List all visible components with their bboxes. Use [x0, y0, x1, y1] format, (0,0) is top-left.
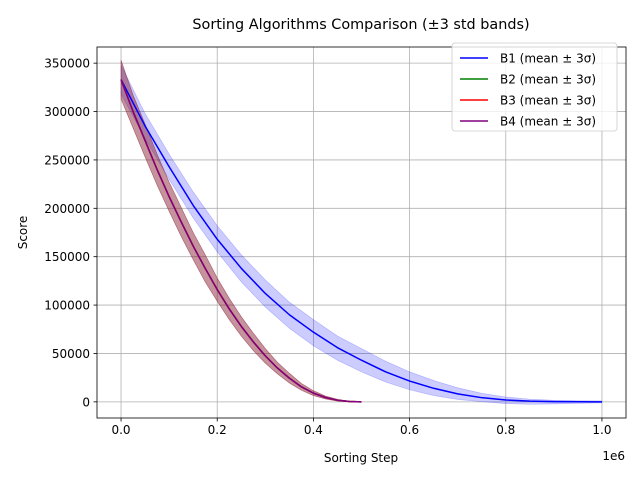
x-axis-label: Sorting Step — [324, 451, 398, 465]
x-axis-ticks: 0.0 0.2 0.4 0.6 0.8 1.0 — [111, 418, 612, 437]
x-axis-offset-label: 1e6 — [602, 449, 625, 463]
y-tick-label: 350000 — [44, 57, 90, 71]
chart-title: Sorting Algorithms Comparison (±3 std ba… — [192, 17, 529, 33]
x-tick-label: 0.0 — [111, 423, 130, 437]
y-tick-label: 50000 — [52, 347, 90, 361]
line-series-1 — [120, 79, 602, 403]
legend-label-series-1: B1 (mean ± 3σ) — [500, 52, 596, 66]
legend-label-series-3: B3 (mean ± 3σ) — [500, 94, 596, 108]
x-tick-label: 0.2 — [208, 423, 227, 437]
legend-box — [451, 42, 618, 132]
line-series-4 — [120, 79, 362, 403]
y-tick-label: 0 — [82, 395, 90, 409]
y-tick-label: 150000 — [44, 250, 90, 264]
y-axis-ticks: 0 50000 100000 150000 200000 250000 300000 3500… — [44, 57, 97, 409]
legend-label-series-2: B2 (mean ± 3σ) — [500, 73, 596, 87]
legend-entries: B1 (mean ± 3σ) B2 (mean ± 3σ) B3 (mean ± 3… — [460, 52, 596, 129]
series-lines — [120, 79, 602, 403]
y-tick-label: 100000 — [44, 299, 90, 313]
x-tick-label: 0.4 — [304, 423, 323, 437]
x-tick-label: 1.0 — [592, 423, 611, 437]
x-tick-label: 0.8 — [496, 423, 515, 437]
plot-frame — [96, 46, 627, 419]
y-tick-label: 300000 — [44, 105, 90, 119]
y-tick-label: 250000 — [44, 153, 90, 167]
y-axis-label: Score — [16, 216, 30, 250]
band-series-1 — [120, 64, 603, 405]
x-tick-label: 0.6 — [400, 423, 419, 437]
grid — [97, 47, 626, 418]
legend: B1 (mean ± 3σ) B2 (mean ± 3σ) B3 (mean ± 3… — [451, 42, 618, 132]
y-tick-label: 200000 — [44, 202, 90, 216]
legend-label-series-4: B4 (mean ± 3σ) — [500, 115, 596, 129]
